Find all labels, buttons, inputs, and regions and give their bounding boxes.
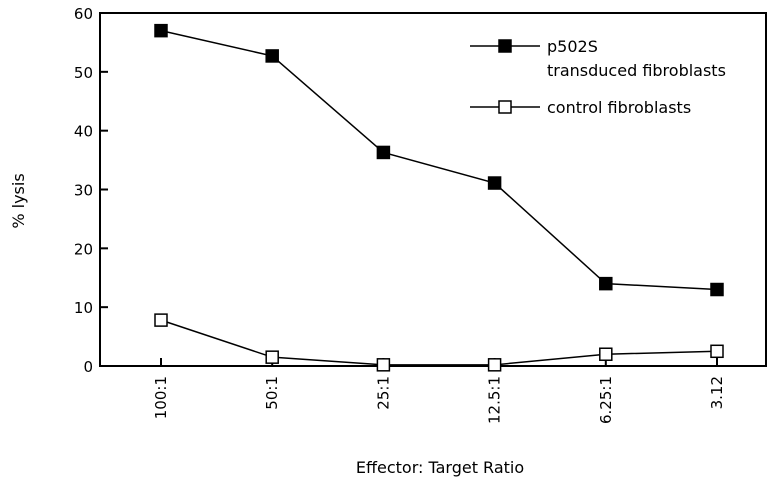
x-axis-title: Effector: Target Ratio [356, 458, 524, 477]
y-axis-ticks: 0 10 20 30 40 50 60 [74, 5, 108, 376]
filled-square-point [710, 282, 724, 297]
open-square-point [265, 350, 279, 364]
legend-open-square [498, 100, 512, 114]
legend-label: control fibroblasts [547, 98, 691, 117]
x-axis-ticks: 100:1 50:1 25:1 12.5:1 6.25:1 3.12 [152, 358, 726, 424]
filled-square-point [265, 49, 279, 63]
series-lines [160, 29, 718, 366]
y-tick-label: 10 [74, 299, 93, 317]
y-axis-title: % lysis [9, 173, 28, 228]
y-tick-label: 30 [74, 182, 93, 200]
y-tick-label: 50 [74, 64, 93, 82]
y-tick-label: 20 [74, 240, 93, 258]
x-tick-label: 100:1 [152, 376, 170, 419]
open-square-point [487, 358, 502, 372]
series-points [154, 23, 724, 372]
filled-square-point [487, 176, 502, 190]
series-line [160, 319, 718, 366]
y-tick-label: 0 [83, 358, 93, 376]
y-tick-label: 60 [74, 5, 93, 23]
legend-label: transduced fibroblasts [547, 61, 726, 80]
open-square-point [710, 344, 724, 359]
legend-label: p502S [547, 37, 598, 56]
x-tick-label: 50:1 [263, 376, 281, 410]
x-tick-label: 12.5:1 [486, 376, 504, 424]
legend-filled-square [498, 39, 512, 53]
legend: p502S transduced fibroblasts control fibro… [470, 37, 726, 117]
open-square-point [154, 313, 168, 327]
open-square-point [376, 358, 391, 372]
x-tick-label: 3.12 [708, 376, 726, 409]
x-tick-label: 25:1 [374, 376, 392, 410]
filled-square-point [376, 145, 391, 160]
series-line [160, 29, 718, 291]
open-square-point [599, 347, 613, 361]
x-tick-label: 6.25:1 [597, 376, 615, 424]
filled-square-point [599, 276, 613, 291]
filled-square-point [154, 23, 168, 38]
y-tick-label: 40 [74, 123, 93, 141]
